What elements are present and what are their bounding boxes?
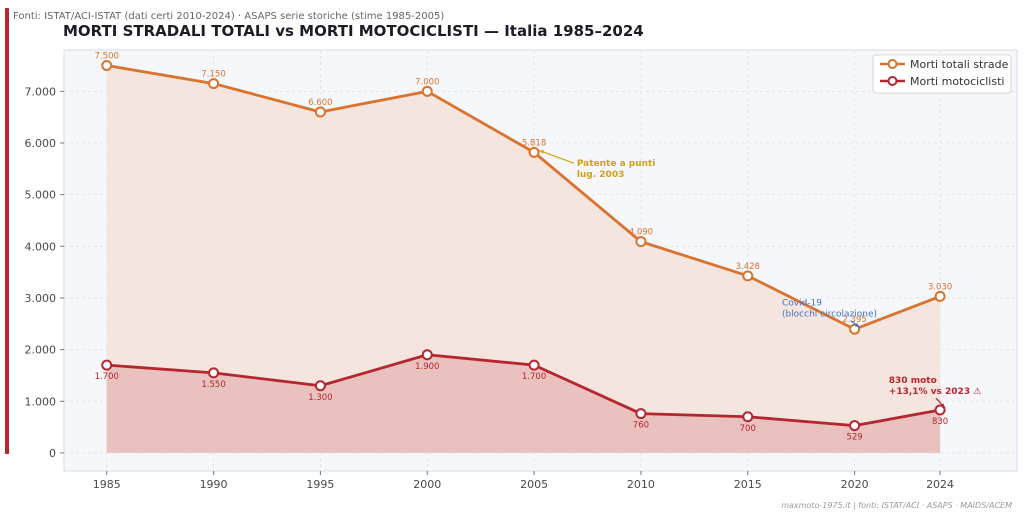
data-label-moto: 1.300 xyxy=(308,393,332,403)
point-moto xyxy=(208,367,220,379)
annotation-arrowhead xyxy=(940,403,946,409)
data-label-moto: 830 xyxy=(932,417,948,427)
point-total xyxy=(635,236,647,248)
annotation-text: 830 moto xyxy=(889,376,937,386)
chart-title: MORTI STRADALI TOTALI vs MORTI MOTOCICLI… xyxy=(63,22,644,40)
y-tick-label: 6.000 xyxy=(25,137,57,150)
y-tick-label: 3.000 xyxy=(25,292,57,305)
x-tick-label: 1995 xyxy=(306,478,334,491)
x-tick-label: 1990 xyxy=(200,478,228,491)
data-label-moto: 1.700 xyxy=(95,372,119,382)
data-label-moto: 700 xyxy=(740,424,756,434)
point-total xyxy=(528,146,540,158)
point-total xyxy=(742,270,754,282)
x-tick-label: 2000 xyxy=(413,478,441,491)
point-total xyxy=(421,85,433,97)
point-moto xyxy=(528,359,540,371)
point-total xyxy=(934,290,946,302)
x-tick-label: 2010 xyxy=(627,478,655,491)
point-moto xyxy=(742,411,754,423)
data-label-moto: 760 xyxy=(633,421,649,431)
data-label-total: 5.818 xyxy=(522,138,546,148)
y-tick-label: 1.000 xyxy=(25,395,57,408)
y-tick-label: 0 xyxy=(49,447,56,460)
data-label-total: 7.150 xyxy=(201,70,225,80)
y-tick-label: 7.000 xyxy=(25,85,57,98)
data-label-total: 7.500 xyxy=(95,51,119,61)
data-label-total: 3.030 xyxy=(928,282,952,292)
annotation-arrowhead xyxy=(539,150,545,154)
legend-box xyxy=(872,54,1012,94)
annotation-text: (blocchi circolazione) xyxy=(782,310,877,320)
point-moto xyxy=(421,349,433,361)
data-label-moto: 1.700 xyxy=(522,372,546,382)
x-tick-label: 2005 xyxy=(520,478,548,491)
annotation-arrowhead xyxy=(854,322,860,328)
annotation-text: Covid-19 xyxy=(782,299,822,309)
point-total xyxy=(208,78,220,90)
x-tick-label: 2024 xyxy=(926,478,954,491)
point-total xyxy=(101,59,113,71)
data-label-total: 7.000 xyxy=(415,77,439,87)
point-moto xyxy=(314,380,326,392)
area-total xyxy=(106,65,941,453)
point-moto xyxy=(635,408,647,420)
point-total xyxy=(849,323,861,335)
data-label-moto: 529 xyxy=(846,433,862,443)
annotation-arrow xyxy=(538,149,575,164)
x-tick-label: 2015 xyxy=(734,478,762,491)
legend-label: Morti totali strade xyxy=(910,58,1009,71)
data-label-total: 2.395 xyxy=(842,315,866,325)
point-total xyxy=(314,106,326,118)
legend-marker xyxy=(887,76,898,86)
annotation-text: lug. 2003 xyxy=(577,170,625,180)
footer-credit: maxmoto-1975.it | fonti: ISTAT/ACI · ASA… xyxy=(781,501,1012,510)
y-tick-label: 2.000 xyxy=(25,344,57,357)
annotation-text: Patente a punti xyxy=(577,159,656,169)
point-moto xyxy=(849,420,861,432)
x-tick-label: 1985 xyxy=(93,478,121,491)
annotation: Covid-19(blocchi circolazione) xyxy=(782,299,877,328)
legend-marker xyxy=(887,59,898,69)
y-tick-label: 5.000 xyxy=(25,189,57,202)
data-label-total: 6.600 xyxy=(308,98,332,108)
accent-bar xyxy=(5,8,9,454)
x-tick-label: 2020 xyxy=(841,478,869,491)
point-moto xyxy=(934,404,946,416)
y-tick-label: 4.000 xyxy=(25,240,57,253)
data-label-total: 3.428 xyxy=(736,262,760,272)
legend: Morti totali strade Morti motociclisti xyxy=(872,54,1012,94)
point-moto xyxy=(101,359,113,371)
annotation-text: +13,1% vs 2023 ⚠ xyxy=(889,387,982,397)
area-moto xyxy=(106,354,941,453)
data-label-moto: 1.900 xyxy=(415,362,439,372)
legend-label: Morti motociclisti xyxy=(910,75,1004,88)
data-label-total: 4.090 xyxy=(629,228,653,238)
source-note: Fonti: ISTAT/ACI-ISTAT (dati certi 2010-… xyxy=(13,11,445,22)
annotation: 830 moto+13,1% vs 2023 ⚠ xyxy=(889,376,982,409)
data-label-moto: 1.550 xyxy=(201,380,225,390)
